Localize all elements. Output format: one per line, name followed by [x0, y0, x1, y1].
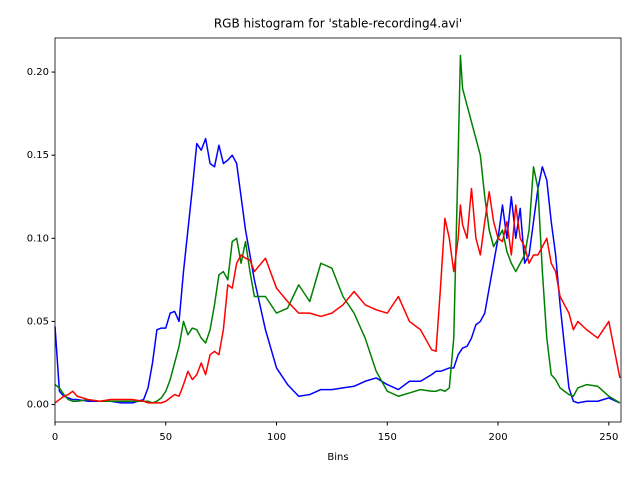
- data-line: [54, 54, 621, 404]
- x-axis-label: Bins: [327, 452, 348, 463]
- y-tick-label: 0.05: [27, 316, 49, 327]
- chart-title: RGB histogram for 'stable-recording4.avi…: [214, 17, 462, 31]
- y-tick-label: 0.20: [27, 67, 49, 78]
- y-tick-label: 0.10: [27, 233, 49, 244]
- x-tick-label: 250: [599, 432, 618, 443]
- x-tick-label: 200: [489, 432, 508, 443]
- y-tick-label: 0.00: [27, 400, 49, 411]
- data-line: [54, 137, 621, 404]
- plot-frame: [54, 37, 622, 423]
- y-tick-label: 0.15: [27, 150, 49, 161]
- x-tick-label: 0: [52, 432, 58, 443]
- x-tick-label: 100: [267, 432, 286, 443]
- x-tick-label: 50: [159, 432, 172, 443]
- x-tick-label: 150: [378, 432, 397, 443]
- data-line: [54, 187, 621, 404]
